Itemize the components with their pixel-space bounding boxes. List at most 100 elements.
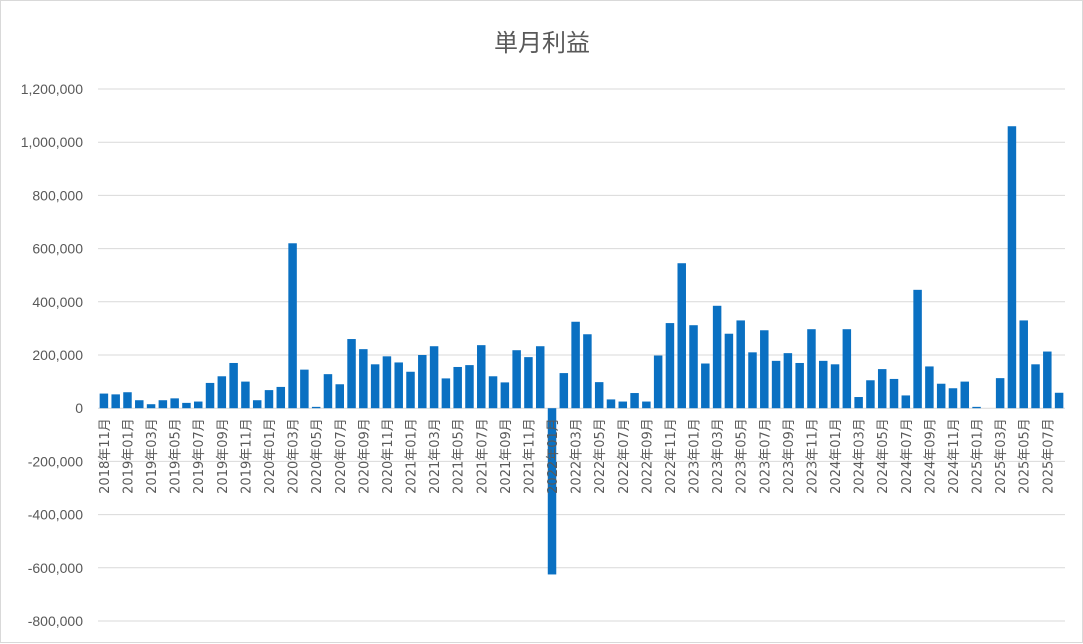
x-tick-label: 2021年09月 — [499, 418, 514, 494]
bar-2024年04月 — [866, 380, 875, 409]
bar-2021年06月 — [465, 365, 474, 409]
bar-2020年06月 — [323, 374, 333, 409]
bar-2018年12月 — [111, 394, 120, 409]
bar-2025年08月 — [1054, 392, 1064, 409]
bar-2025年05月 — [1019, 320, 1028, 409]
bar-2020年02月 — [276, 386, 286, 409]
x-tick-label: 2018年11月 — [98, 418, 113, 494]
gridlines — [98, 88, 1065, 622]
bar-2021年05月 — [453, 366, 462, 409]
bar-2024年02月 — [842, 329, 852, 409]
y-tick-label: -600,000 — [28, 560, 83, 576]
x-tick-label: 2019年05月 — [169, 418, 184, 494]
bar-2023年07月 — [760, 330, 769, 409]
bar-2023年12月 — [819, 360, 828, 409]
bar-2022年08月 — [630, 393, 639, 409]
y-tick-label: 400,000 — [32, 294, 83, 310]
bar-2023年11月 — [807, 329, 816, 409]
x-tick-label: 2020年01月 — [263, 418, 278, 494]
bar-2021年04月 — [441, 378, 451, 409]
x-tick-label: 2025年07月 — [1041, 418, 1056, 494]
y-tick-label: 600,000 — [32, 241, 83, 257]
bar-2023年10月 — [795, 362, 804, 409]
bar-2020年07月 — [335, 384, 344, 409]
y-axis-tick-labels: -800,000 -600,000 -400,000 -200,000 0 200,000… — [21, 81, 84, 629]
bar-2019年11月 — [241, 381, 250, 409]
y-tick-label: 1,200,000 — [21, 81, 83, 97]
x-tick-label: 2020年07月 — [334, 418, 349, 494]
bar-2019年02月 — [135, 400, 144, 409]
bar-2019年01月 — [123, 392, 132, 409]
bar-2023年05月 — [736, 320, 745, 409]
x-tick-label: 2021年05月 — [452, 418, 467, 494]
bar-2022年01月 — [547, 408, 557, 575]
bar-2019年09月 — [217, 376, 227, 409]
bar-2024年01月 — [830, 364, 840, 409]
x-tick-label: 2022年07月 — [617, 418, 632, 494]
bar-2022年04月 — [583, 334, 592, 409]
y-tick-label: -400,000 — [28, 507, 83, 523]
x-tick-label: 2023年11月 — [805, 418, 820, 494]
bar-2022年06月 — [606, 399, 616, 409]
x-tick-label: 2020年05月 — [310, 418, 325, 494]
bar-2025年01月 — [972, 406, 981, 409]
bar-2019年06月 — [182, 402, 191, 409]
bar-2023年08月 — [771, 360, 781, 409]
bar-2022年05月 — [594, 382, 604, 409]
y-tick-label: -200,000 — [28, 453, 83, 469]
bar-2023年01月 — [689, 325, 698, 409]
bar-2019年03月 — [146, 404, 156, 409]
x-tick-label: 2022年03月 — [570, 418, 585, 494]
bar-2022年02月 — [559, 373, 569, 409]
x-tick-label: 2020年09月 — [357, 418, 372, 494]
chart-title: 単月利益 — [494, 29, 590, 57]
bar-2022年12月 — [677, 263, 686, 409]
x-tick-label: 2022年01月 — [546, 418, 561, 494]
bar-2022年07月 — [618, 401, 628, 409]
x-tick-label: 2019年07月 — [192, 418, 207, 494]
bar-2024年06月 — [889, 378, 899, 409]
y-tick-label: -800,000 — [28, 613, 83, 629]
bar-2025年03月 — [995, 378, 1005, 409]
bar-2025年06月 — [1031, 364, 1040, 409]
x-tick-label: 2024年07月 — [900, 418, 915, 494]
x-tick-label: 2024年11月 — [947, 418, 962, 494]
bar-2024年05月 — [877, 369, 887, 409]
x-tick-label: 2020年03月 — [287, 418, 302, 494]
y-tick-label: 800,000 — [32, 187, 83, 203]
x-tick-label: 2023年05月 — [735, 418, 750, 494]
bar-2020年12月 — [394, 362, 403, 409]
bar-2021年11月 — [524, 357, 533, 409]
bar-2021年01月 — [406, 371, 415, 409]
bar-2021年09月 — [500, 382, 510, 409]
bar-2019年04月 — [158, 400, 168, 409]
bar-2024年11月 — [948, 388, 958, 409]
y-tick-label: 0 — [75, 400, 83, 416]
bar-2023年02月 — [701, 363, 710, 409]
bar-2023年06月 — [748, 352, 757, 409]
bar-2022年10月 — [653, 355, 663, 409]
bar-2018年11月 — [99, 393, 109, 409]
bar-2022年11月 — [665, 323, 675, 409]
x-tick-label: 2022年11月 — [664, 418, 679, 494]
bar-2019年07月 — [193, 401, 203, 409]
x-tick-label: 2024年01月 — [829, 418, 844, 494]
bar-2020年01月 — [264, 390, 274, 409]
x-tick-label: 2025年05月 — [1018, 418, 1033, 494]
bar-2021年10月 — [512, 350, 521, 409]
bar-2019年05月 — [170, 398, 179, 409]
bar-2021年07月 — [477, 345, 486, 409]
x-tick-label: 2019年03月 — [145, 418, 160, 494]
bar-2020年03月 — [288, 243, 297, 409]
y-tick-label: 200,000 — [32, 347, 83, 363]
bar-2021年03月 — [429, 346, 439, 409]
bar-2025年04月 — [1007, 126, 1017, 409]
x-tick-label: 2023年01月 — [688, 418, 703, 494]
x-tick-label: 2024年05月 — [876, 418, 891, 494]
bar-2020年10月 — [370, 364, 380, 409]
bar-2021年08月 — [488, 376, 498, 409]
y-tick-label: 1,000,000 — [21, 134, 83, 150]
x-tick-label: 2024年03月 — [853, 418, 868, 494]
x-tick-label: 2019年09月 — [216, 418, 231, 494]
x-tick-label: 2025年01月 — [971, 418, 986, 494]
